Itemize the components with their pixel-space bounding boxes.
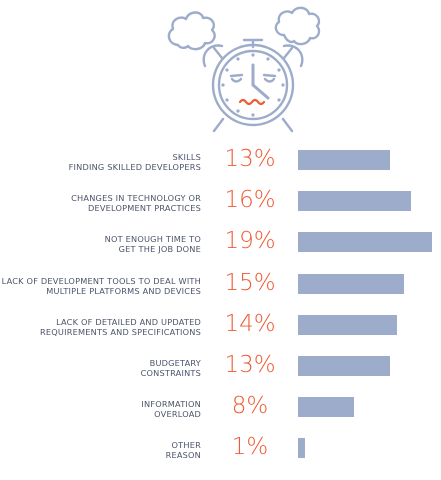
category-label: CHANGES IN TECHNOLOGY OR DEVELOPMENT PRA…	[71, 193, 201, 214]
value-label: 13%	[224, 352, 276, 378]
bar-row: NOT ENOUGH TIME TO GET THE JOB DONE 19%	[0, 228, 441, 270]
value-label: 16%	[224, 187, 276, 214]
value-label: 19%	[224, 228, 276, 255]
bar-row: LACK OF DEVELOPMENT TOOLS TO DEAL WITH M…	[0, 269, 441, 312]
bar-row: BUDGETARY CONSTRAINTS 13%	[0, 352, 441, 394]
bar	[298, 191, 411, 212]
value-label: 13%	[224, 146, 276, 172]
category-label: LACK OF DETAILED AND UPDATED REQUIREMENT…	[40, 316, 201, 337]
value-label: 15%	[224, 269, 276, 296]
bar-row: CHANGES IN TECHNOLOGY OR DEVELOPMENT PRA…	[0, 187, 441, 229]
value-label: 14%	[224, 310, 276, 337]
category-label: LACK OF DEVELOPMENT TOOLS TO DEAL WITH M…	[1, 275, 201, 296]
bar-row: OTHER REASON 1%	[0, 434, 441, 476]
bar-row: INFORMATION OVERLOAD 8%	[0, 393, 441, 435]
alarm-clock-icon	[167, 6, 321, 133]
category-label: BUDGETARY CONSTRAINTS	[140, 358, 201, 378]
category-label: SKILLS FINDING SKILLED DEVELOPERS	[68, 152, 201, 172]
bar	[298, 397, 355, 418]
value-label: 1%	[231, 434, 269, 461]
category-label: OTHER REASON	[165, 440, 201, 461]
value-label: 8%	[231, 393, 269, 420]
bar	[298, 150, 390, 170]
category-label: INFORMATION OVERLOAD	[141, 399, 201, 420]
bar	[298, 438, 306, 459]
bar	[298, 273, 404, 294]
bar	[298, 232, 432, 253]
bar	[298, 314, 397, 335]
bar	[298, 356, 390, 376]
bar-row: LACK OF DETAILED AND UPDATED REQUIREMENT…	[0, 310, 441, 353]
bar-row: SKILLS FINDING SKILLED DEVELOPERS 13%	[0, 146, 441, 188]
category-label: NOT ENOUGH TIME TO GET THE JOB DONE	[104, 234, 201, 255]
